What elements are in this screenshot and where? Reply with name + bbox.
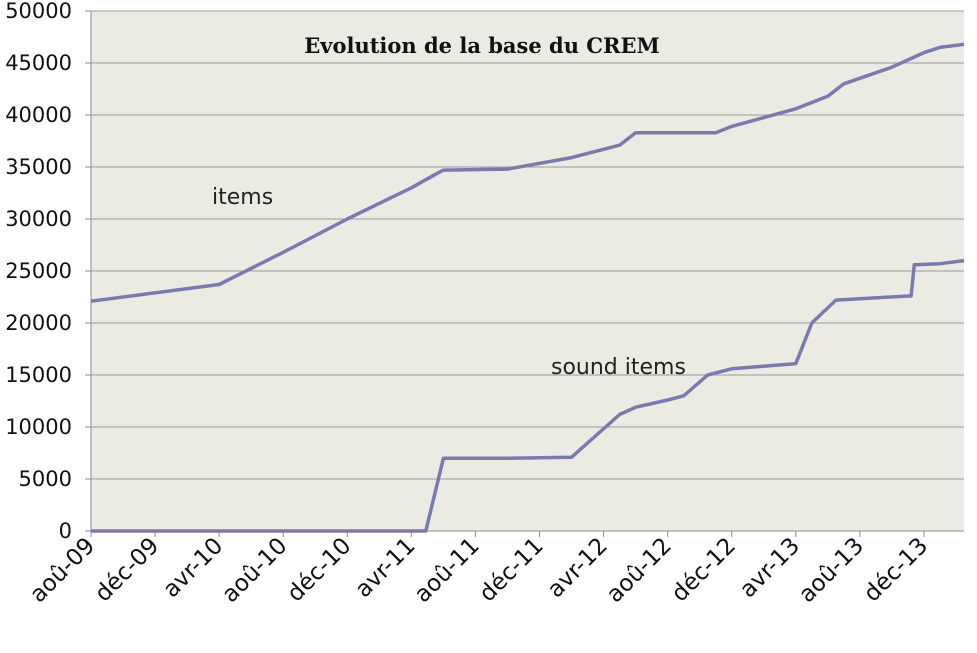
series-label-sound-items: sound items	[551, 355, 686, 380]
y-tick-label: 5000	[19, 467, 72, 491]
x-tick-label: avr-12	[543, 533, 613, 603]
y-tick-label: 35000	[5, 155, 72, 179]
x-tick-label: avr-10	[158, 533, 228, 603]
y-tick-label: 20000	[5, 311, 72, 335]
y-tick-label: 0	[59, 519, 72, 543]
y-tick-label: 40000	[5, 103, 72, 127]
series-line-sound-items	[91, 258, 965, 533]
chart-title: Evolution de la base du CREM	[304, 33, 659, 58]
x-tick-label: déc-13	[859, 533, 933, 607]
x-tick-label: avr-13	[735, 533, 805, 603]
plot-area	[91, 10, 964, 531]
series-layer	[90, 42, 965, 533]
y-tick-label: 30000	[5, 207, 72, 231]
x-tick-label: déc-10	[282, 533, 356, 607]
y-tick-label: 25000	[5, 259, 72, 283]
x-axis: aoû-09déc-09avr-10aoû-10déc-10avr-11aoû-…	[25, 530, 964, 608]
y-tick-label: 45000	[5, 51, 72, 75]
x-tick-label: déc-11	[475, 533, 549, 607]
x-tick-label: aoû-12	[602, 533, 677, 608]
x-tick-label: aoû-10	[217, 533, 292, 608]
y-tick-label: 15000	[5, 363, 72, 387]
x-tick-label: déc-12	[667, 533, 741, 607]
x-tick-label: aoû-11	[410, 533, 485, 608]
series-label-items: items	[212, 185, 273, 210]
x-tick-label: aoû-09	[25, 533, 100, 608]
x-tick-label: déc-09	[90, 533, 164, 607]
x-tick-label: avr-11	[350, 533, 420, 603]
y-axis: 0 5000 10000 15000 20000 25000 30000 35000 40000…	[5, 0, 92, 543]
x-tick-label: aoû-13	[794, 533, 869, 608]
series-line-items	[90, 42, 965, 303]
y-tick-label: 50000	[5, 0, 72, 23]
y-tick-label: 10000	[5, 415, 72, 439]
